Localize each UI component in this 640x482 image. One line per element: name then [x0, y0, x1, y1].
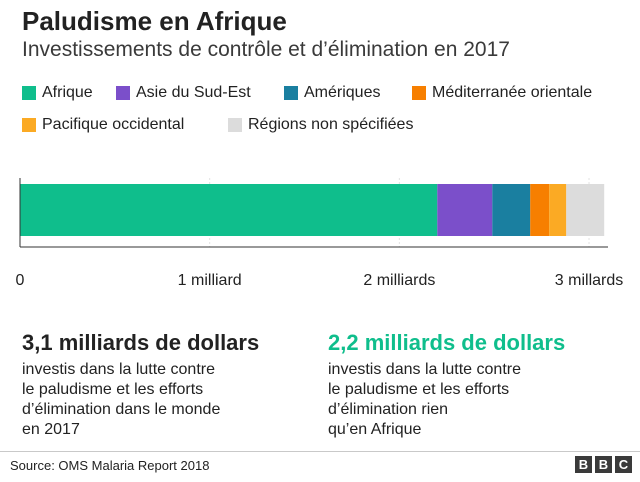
legend-label: Régions non spécifiées	[248, 116, 413, 134]
legend-label: Afrique	[42, 84, 93, 102]
legend-label: Pacifique occidental	[42, 116, 184, 134]
bar-segment-3	[492, 184, 530, 236]
legend-item-mediterranee: Méditerranée orientale	[412, 84, 592, 102]
legend-item-pacifique: Pacifique occidental	[22, 116, 184, 134]
legend-swatch	[412, 86, 426, 100]
legend-swatch	[228, 118, 242, 132]
x-tick-label: 2 milliards	[363, 272, 435, 289]
stat-world-description: investis dans la lutte contre le paludis…	[22, 360, 259, 440]
stat-africa-description: investis dans la lutte contre le paludis…	[328, 360, 565, 440]
legend-swatch	[22, 118, 36, 132]
stacked-bar-chart: 0 1 milliard 2 milliards 3 millards	[0, 170, 640, 300]
stat-world-line: en 2017	[22, 420, 259, 440]
stat-world-line: d’élimination dans le monde	[22, 400, 259, 420]
legend-item-ameriques: Amériques	[284, 84, 380, 102]
bbc-logo-letter: C	[615, 456, 632, 473]
legend-swatch	[116, 86, 130, 100]
bar-segment-4	[530, 184, 549, 236]
legend-label: Méditerranée orientale	[432, 84, 592, 102]
stat-world-total: 3,1 milliards de dollars investis dans l…	[22, 330, 259, 440]
bbc-logo: B B C	[575, 456, 632, 473]
legend-swatch	[22, 86, 36, 100]
bbc-logo-letter: B	[575, 456, 592, 473]
chart-subtitle: Investissements de contrôle et d’élimina…	[22, 38, 510, 62]
legend-item-afrique: Afrique	[22, 84, 93, 102]
bar-segment-1	[20, 184, 437, 236]
stat-africa-value: 2,2 milliards de dollars	[328, 330, 565, 356]
stat-world-line: le paludisme et les efforts	[22, 380, 259, 400]
stat-world-value: 3,1 milliards de dollars	[22, 330, 259, 356]
bar-segment-5	[549, 184, 566, 236]
legend-item-asie: Asie du Sud-Est	[116, 84, 251, 102]
x-tick-label: 3 millards	[555, 272, 623, 289]
stat-africa-total: 2,2 milliards de dollars investis dans l…	[328, 330, 565, 440]
bbc-logo-letter: B	[595, 456, 612, 473]
legend-item-non-specifiees: Régions non spécifiées	[228, 116, 413, 134]
footer-divider	[0, 451, 640, 452]
stat-africa-line: d’élimination rien	[328, 400, 565, 420]
bar-segment-2	[437, 184, 492, 236]
bar-segment-6	[566, 184, 604, 236]
x-tick-label: 0	[16, 272, 25, 289]
legend-label: Asie du Sud-Est	[136, 84, 251, 102]
legend-swatch	[284, 86, 298, 100]
source-note: Source: OMS Malaria Report 2018	[10, 458, 209, 473]
stat-africa-line: qu’en Afrique	[328, 420, 565, 440]
legend-label: Amériques	[304, 84, 380, 102]
stat-world-line: investis dans la lutte contre	[22, 360, 259, 380]
x-tick-label: 1 milliard	[178, 272, 242, 289]
stat-africa-line: investis dans la lutte contre	[328, 360, 565, 380]
chart-title: Paludisme en Afrique	[22, 6, 287, 37]
stat-africa-line: le paludisme et les efforts	[328, 380, 565, 400]
